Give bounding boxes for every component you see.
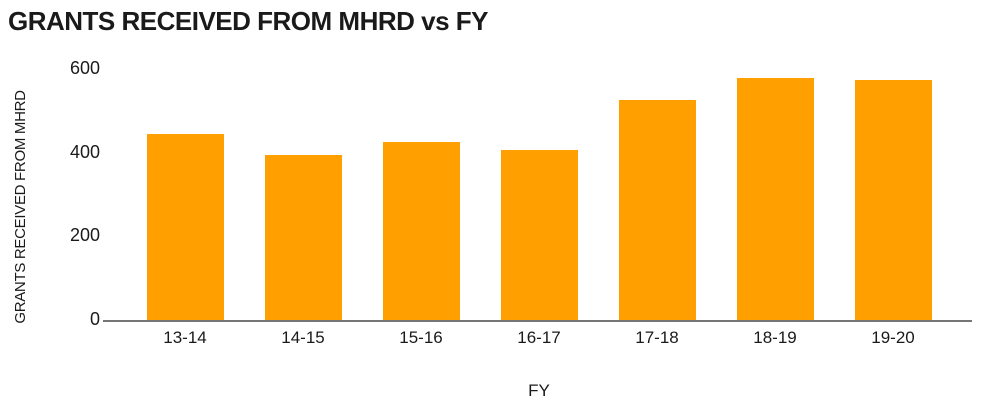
bar-slot [598, 70, 716, 321]
x-tick-label: 19-20 [871, 328, 915, 347]
bar [618, 100, 696, 321]
bar [146, 134, 224, 321]
x-tick-label: 13-14 [163, 328, 207, 347]
x-axis-line [103, 320, 972, 322]
x-axis-title: FY [528, 381, 550, 400]
y-tick-label: 400 [69, 141, 100, 162]
chart-title: GRANTS RECEIVED FROM MHRD vs FY [8, 6, 489, 36]
bar [264, 155, 342, 321]
x-axis-tick-labels: 13-14 14-15 15-16 16-17 17-18 18-19 19-20 [126, 328, 952, 348]
y-axis-tick-labels: 0 200 400 600 [0, 0, 100, 340]
x-tick-label: 16-17 [517, 328, 561, 347]
bar [382, 142, 460, 321]
x-tick-label: 15-16 [399, 328, 443, 347]
x-tick-label: 14-15 [281, 328, 325, 347]
bar-slot [480, 70, 598, 321]
y-tick-label: 600 [69, 58, 100, 78]
bar-slot [244, 70, 362, 321]
x-tick-label: 18-19 [753, 328, 797, 347]
bar [500, 150, 578, 321]
bar-slot [716, 70, 834, 321]
bar [736, 78, 814, 321]
x-tick-label: 17-18 [635, 328, 679, 347]
bar-slot [362, 70, 480, 321]
bars-area [126, 70, 952, 321]
y-tick-label: 200 [69, 225, 100, 246]
bar-slot [126, 70, 244, 321]
y-tick-label: 0 [89, 309, 100, 329]
bar-slot [834, 70, 952, 321]
bar [854, 80, 932, 321]
